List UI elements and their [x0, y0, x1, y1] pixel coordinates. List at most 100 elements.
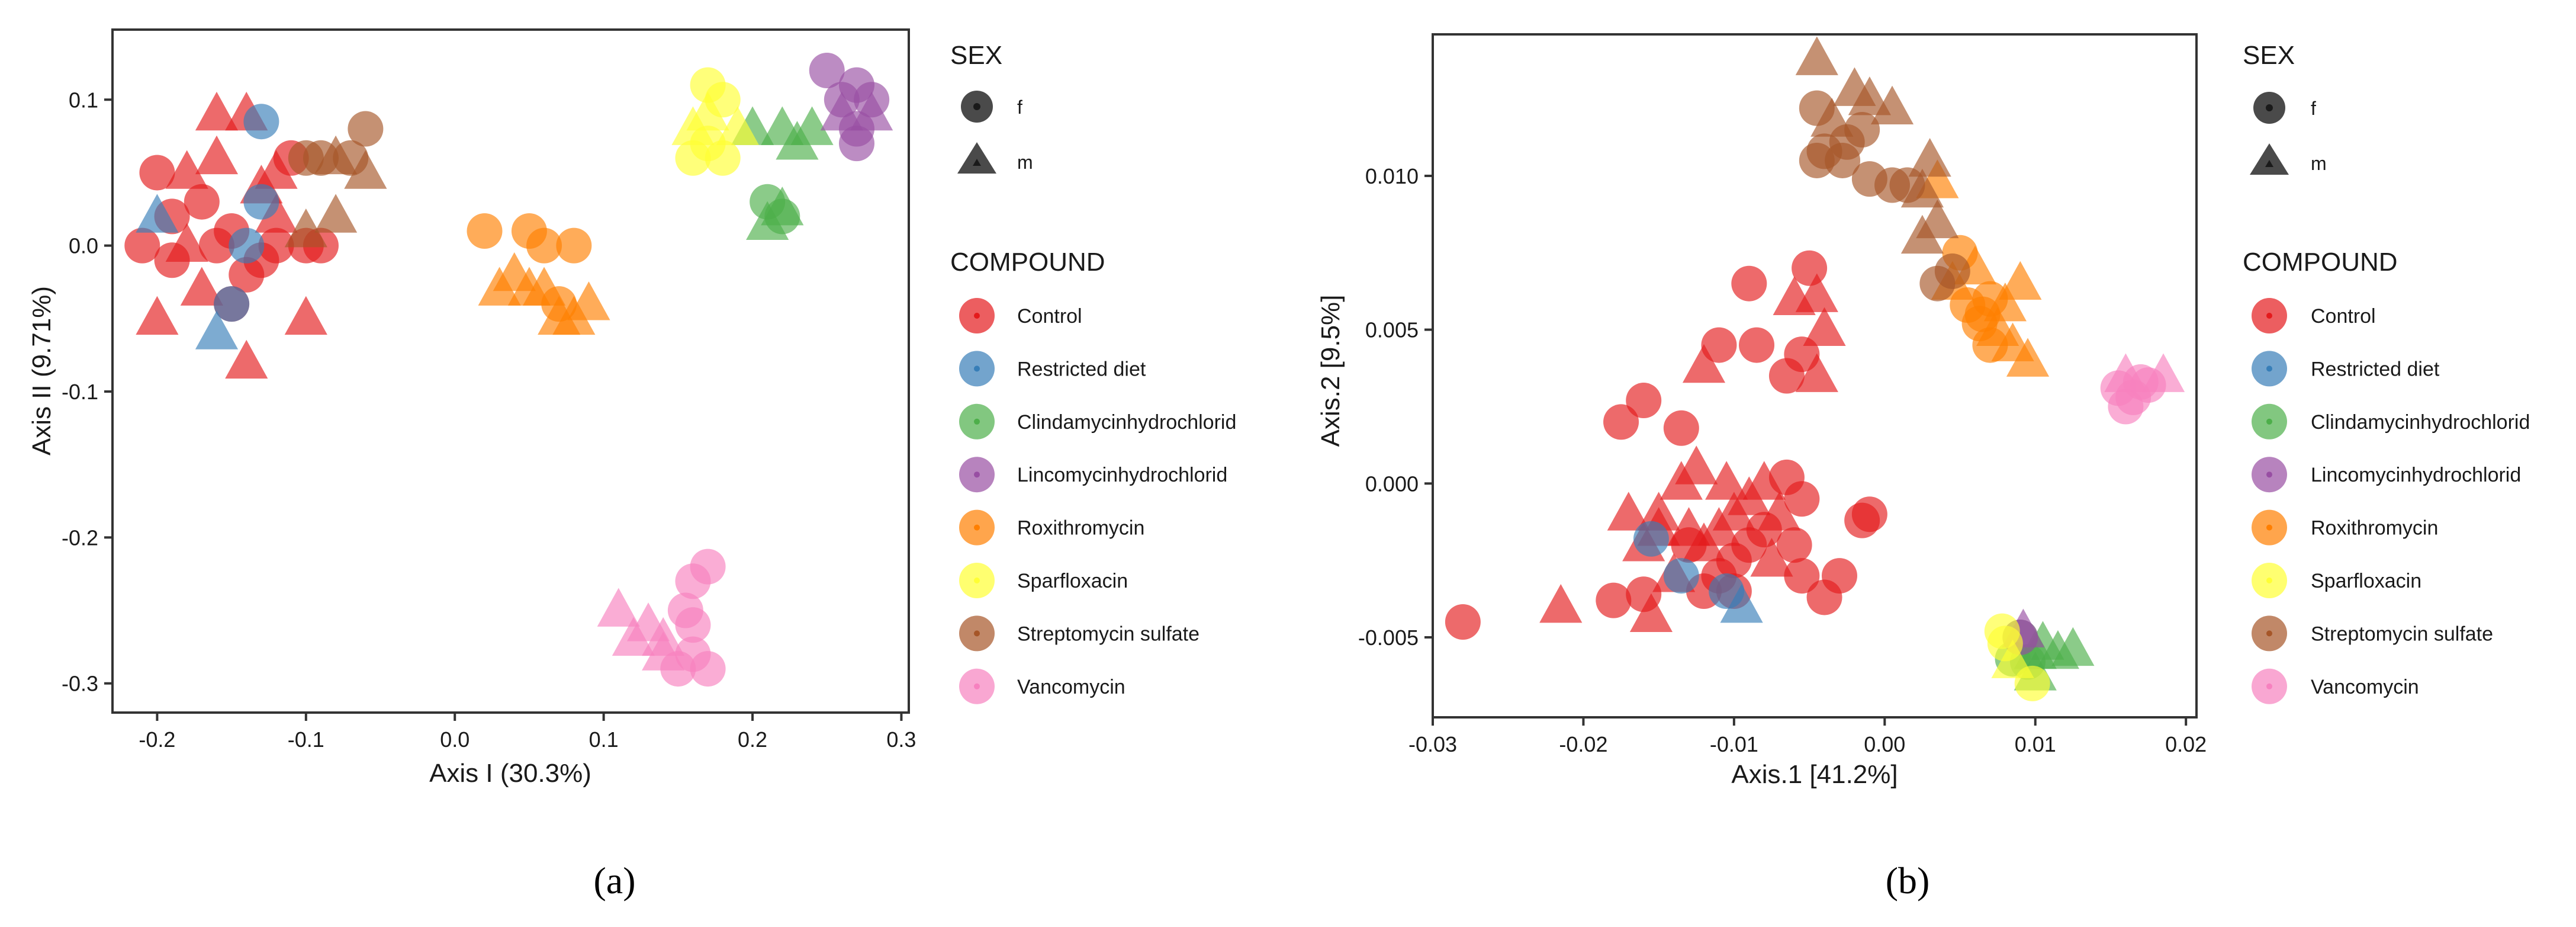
- caption-b: (b): [1886, 859, 1930, 902]
- point-control: [1445, 604, 1481, 640]
- y-tick-label: 0.0: [69, 234, 98, 258]
- point-vancomycin: [612, 617, 655, 656]
- point-control: [1784, 336, 1820, 373]
- point-streptomycin-sulfate: [284, 208, 327, 248]
- legend-swatch-dot: [2266, 313, 2272, 319]
- x-tick-label: 0.00: [1864, 732, 1905, 756]
- point-control: [1750, 538, 1793, 577]
- point-control: [1701, 327, 1737, 363]
- legend-m-label-b: m: [2311, 153, 2327, 174]
- point-control: [1603, 404, 1639, 440]
- point-control: [1803, 307, 1846, 346]
- legend-label-lincomycinhydrochlorid: Lincomycinhydrochlorid: [2311, 464, 2521, 486]
- legend-sex-title-a: SEX: [950, 41, 1002, 70]
- legend-label-roxithromycin: Roxithromycin: [2311, 517, 2438, 540]
- point-control: [255, 150, 298, 189]
- legend-swatch-dot: [2266, 524, 2272, 531]
- point-vancomycin: [690, 651, 726, 687]
- point-streptomycin-sulfate: [1900, 214, 1944, 254]
- legend-m-label-a: m: [1017, 152, 1033, 173]
- point-lincomycinhydrochlorid: [809, 52, 845, 88]
- point-control: [1629, 593, 1673, 632]
- legend-label-sparfloxacin: Sparfloxacin: [1017, 570, 1128, 592]
- legend-label-restricted-diet: Restricted diet: [1017, 358, 1146, 380]
- legend-swatch-dot: [2266, 683, 2272, 689]
- y-tick-label: 0.005: [1365, 318, 1419, 342]
- point-control: [1851, 496, 1887, 533]
- point-control: [1596, 582, 1632, 618]
- legend-items-a: Control Restricted diet Clindamycinhydroch…: [959, 298, 1236, 704]
- point-control: [1539, 584, 1583, 623]
- legend-f-label-b: f: [2311, 98, 2316, 119]
- point-vancomycin: [597, 588, 640, 627]
- x-axis-label-b: Axis.1 [41.2%]: [1731, 760, 1898, 789]
- points-b: [1445, 36, 2185, 701]
- point-sparfloxacin: [675, 140, 711, 176]
- legend-swatch-dot: [974, 683, 980, 689]
- point-restricted-diet: [1663, 558, 1699, 594]
- point-control: [1821, 558, 1857, 594]
- point-restricted-diet: [195, 310, 239, 349]
- y-tick-label: -0.005: [1358, 626, 1419, 650]
- point-control: [1660, 461, 1703, 500]
- point-control: [1671, 527, 1707, 563]
- point-sparfloxacin: [686, 91, 729, 131]
- x-tick-label: -0.2: [139, 727, 175, 752]
- point-roxithromycin: [567, 281, 610, 320]
- point-restricted-diet: [229, 227, 265, 264]
- point-control: [1784, 558, 1820, 594]
- point-streptomycin-sulfate: [1919, 265, 1956, 301]
- point-roxithromycin: [493, 252, 536, 291]
- legend-label-vancomycin: Vancomycin: [1017, 676, 1125, 698]
- point-control: [1768, 459, 1805, 495]
- x-tick-label: -0.01: [1710, 732, 1758, 756]
- point-control: [1731, 265, 1767, 301]
- point-control: [1795, 353, 1838, 392]
- y-tick-label: 0.010: [1365, 164, 1419, 188]
- point-restricted-diet: [136, 194, 179, 233]
- point-control: [1626, 383, 1662, 419]
- point-control: [225, 339, 268, 379]
- legend-label-vancomycin: Vancomycin: [2311, 676, 2419, 698]
- point-roxithromycin: [467, 213, 503, 249]
- point-control: [284, 296, 327, 335]
- point-restricted-diet: [214, 286, 250, 322]
- y-tick-label: -0.3: [62, 672, 98, 696]
- point-streptomycin-sulfate: [1806, 133, 1842, 169]
- point-roxithromycin: [1972, 327, 2008, 363]
- legend-label-restricted-diet: Restricted diet: [2311, 358, 2440, 380]
- point-control: [124, 227, 160, 264]
- point-vancomycin: [2130, 367, 2166, 403]
- x-tick-label: 0.2: [738, 727, 767, 752]
- x-axis-label-a: Axis I (30.3%): [429, 759, 591, 788]
- y-axis-label-b: Axis.2 [9.5%]: [1316, 295, 1345, 447]
- point-clindamycinhydrochlorid: [2051, 627, 2095, 666]
- legend-label-clindamycinhydrochlorid: Clindamycinhydrochlorid: [1017, 411, 1236, 434]
- legend-swatch-dot: [2266, 365, 2272, 372]
- legend-m-swatch-b: [2250, 143, 2289, 175]
- point-control: [139, 155, 175, 191]
- legend-swatch-dot: [974, 630, 980, 637]
- point-control: [195, 91, 239, 131]
- legend-label-control: Control: [2311, 305, 2376, 328]
- y-tick-label: 0.000: [1365, 471, 1419, 496]
- point-streptomycin-sulfate: [348, 111, 384, 147]
- panel-a: -0.2 -0.1 0.0 0.1 0.2 0.3 0.1 0.0 -0.1 -0.2 -0.3 A…: [27, 28, 1236, 788]
- legend-m-swatch-a: [957, 142, 996, 174]
- point-streptomycin-sulfate: [1848, 76, 1891, 116]
- y-tick-label: -0.1: [62, 380, 98, 404]
- point-streptomycin-sulfate: [1900, 168, 1944, 208]
- point-restricted-diet: [1633, 521, 1669, 557]
- y-tick-label: 0.1: [69, 88, 98, 112]
- point-roxithromycin: [2006, 338, 2050, 377]
- point-roxithromycin: [526, 227, 562, 264]
- point-control: [195, 135, 239, 175]
- point-streptomycin-sulfate: [314, 194, 358, 233]
- point-control: [165, 150, 208, 189]
- legend-sex-title-b: SEX: [2243, 41, 2295, 70]
- y-tick-label: -0.2: [62, 525, 98, 550]
- point-control: [1795, 273, 1838, 312]
- point-control: [136, 296, 179, 335]
- point-control: [1663, 410, 1699, 446]
